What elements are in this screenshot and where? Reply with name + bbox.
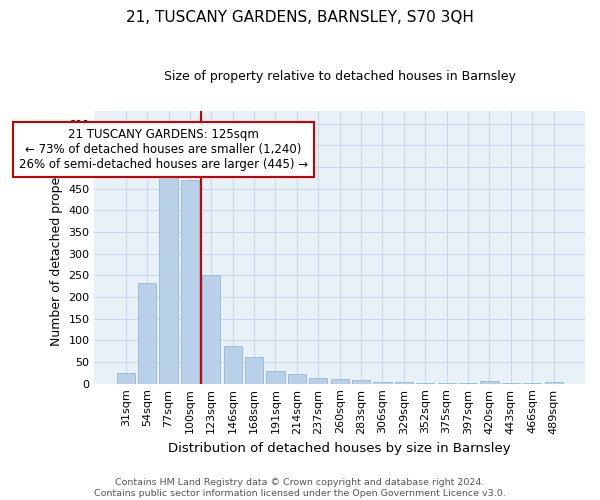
Bar — [395, 382, 413, 384]
Title: Size of property relative to detached houses in Barnsley: Size of property relative to detached ho… — [164, 70, 515, 83]
X-axis label: Distribution of detached houses by size in Barnsley: Distribution of detached houses by size … — [169, 442, 511, 455]
Bar — [266, 370, 284, 384]
Bar — [502, 383, 520, 384]
Bar — [373, 382, 392, 384]
Bar — [481, 381, 499, 384]
Text: 21 TUSCANY GARDENS: 125sqm
← 73% of detached houses are smaller (1,240)
26% of s: 21 TUSCANY GARDENS: 125sqm ← 73% of deta… — [19, 128, 308, 171]
Bar — [116, 373, 135, 384]
Bar — [181, 180, 199, 384]
Text: 21, TUSCANY GARDENS, BARNSLEY, S70 3QH: 21, TUSCANY GARDENS, BARNSLEY, S70 3QH — [126, 10, 474, 25]
Bar — [202, 276, 220, 384]
Bar — [160, 171, 178, 384]
Bar — [416, 383, 434, 384]
Bar — [224, 346, 242, 384]
Bar — [138, 283, 156, 384]
Bar — [437, 383, 456, 384]
Bar — [309, 378, 328, 384]
Bar — [245, 357, 263, 384]
Bar — [331, 380, 349, 384]
Bar — [545, 382, 563, 384]
Text: Contains HM Land Registry data © Crown copyright and database right 2024.
Contai: Contains HM Land Registry data © Crown c… — [94, 478, 506, 498]
Bar — [352, 380, 370, 384]
Bar — [288, 374, 306, 384]
Bar — [459, 383, 477, 384]
Y-axis label: Number of detached properties: Number of detached properties — [50, 148, 63, 346]
